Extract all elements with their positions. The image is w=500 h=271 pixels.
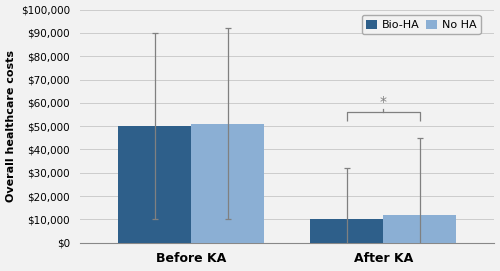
Bar xyxy=(310,220,383,243)
Legend: Bio-HA, No HA: Bio-HA, No HA xyxy=(362,15,480,34)
Bar xyxy=(192,124,264,243)
Text: *: * xyxy=(380,95,386,109)
Bar xyxy=(383,215,456,243)
Y-axis label: Overall healthcare costs: Overall healthcare costs xyxy=(6,50,16,202)
Bar xyxy=(118,126,192,243)
